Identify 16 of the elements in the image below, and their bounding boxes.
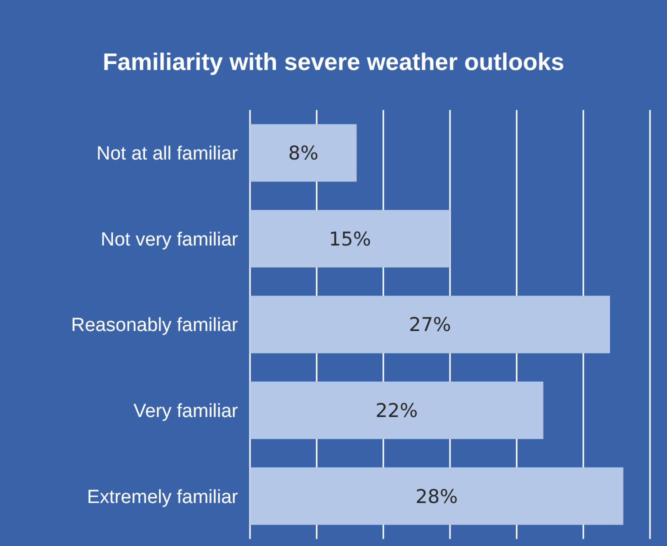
bar [250,467,624,525]
y-tick-label: Not at all familiar [96,144,239,165]
bar [250,382,544,440]
data-label: 27% [408,314,452,336]
data-label: 28% [416,486,458,508]
chart-title: Familiarity with severe weather outlooks [102,49,564,76]
bar [250,124,357,182]
data-label: 8% [288,142,318,165]
y-tick-label: Very familiar [133,400,239,422]
y-tick-label: Extremely familiar [87,486,239,508]
y-tick-label: Not very familiar [100,229,239,250]
bar [250,210,450,268]
y-tick-label: Reasonably familiar [71,315,239,336]
data-label: 15% [328,228,372,250]
bar [250,296,610,354]
data-label: 22% [376,400,418,422]
